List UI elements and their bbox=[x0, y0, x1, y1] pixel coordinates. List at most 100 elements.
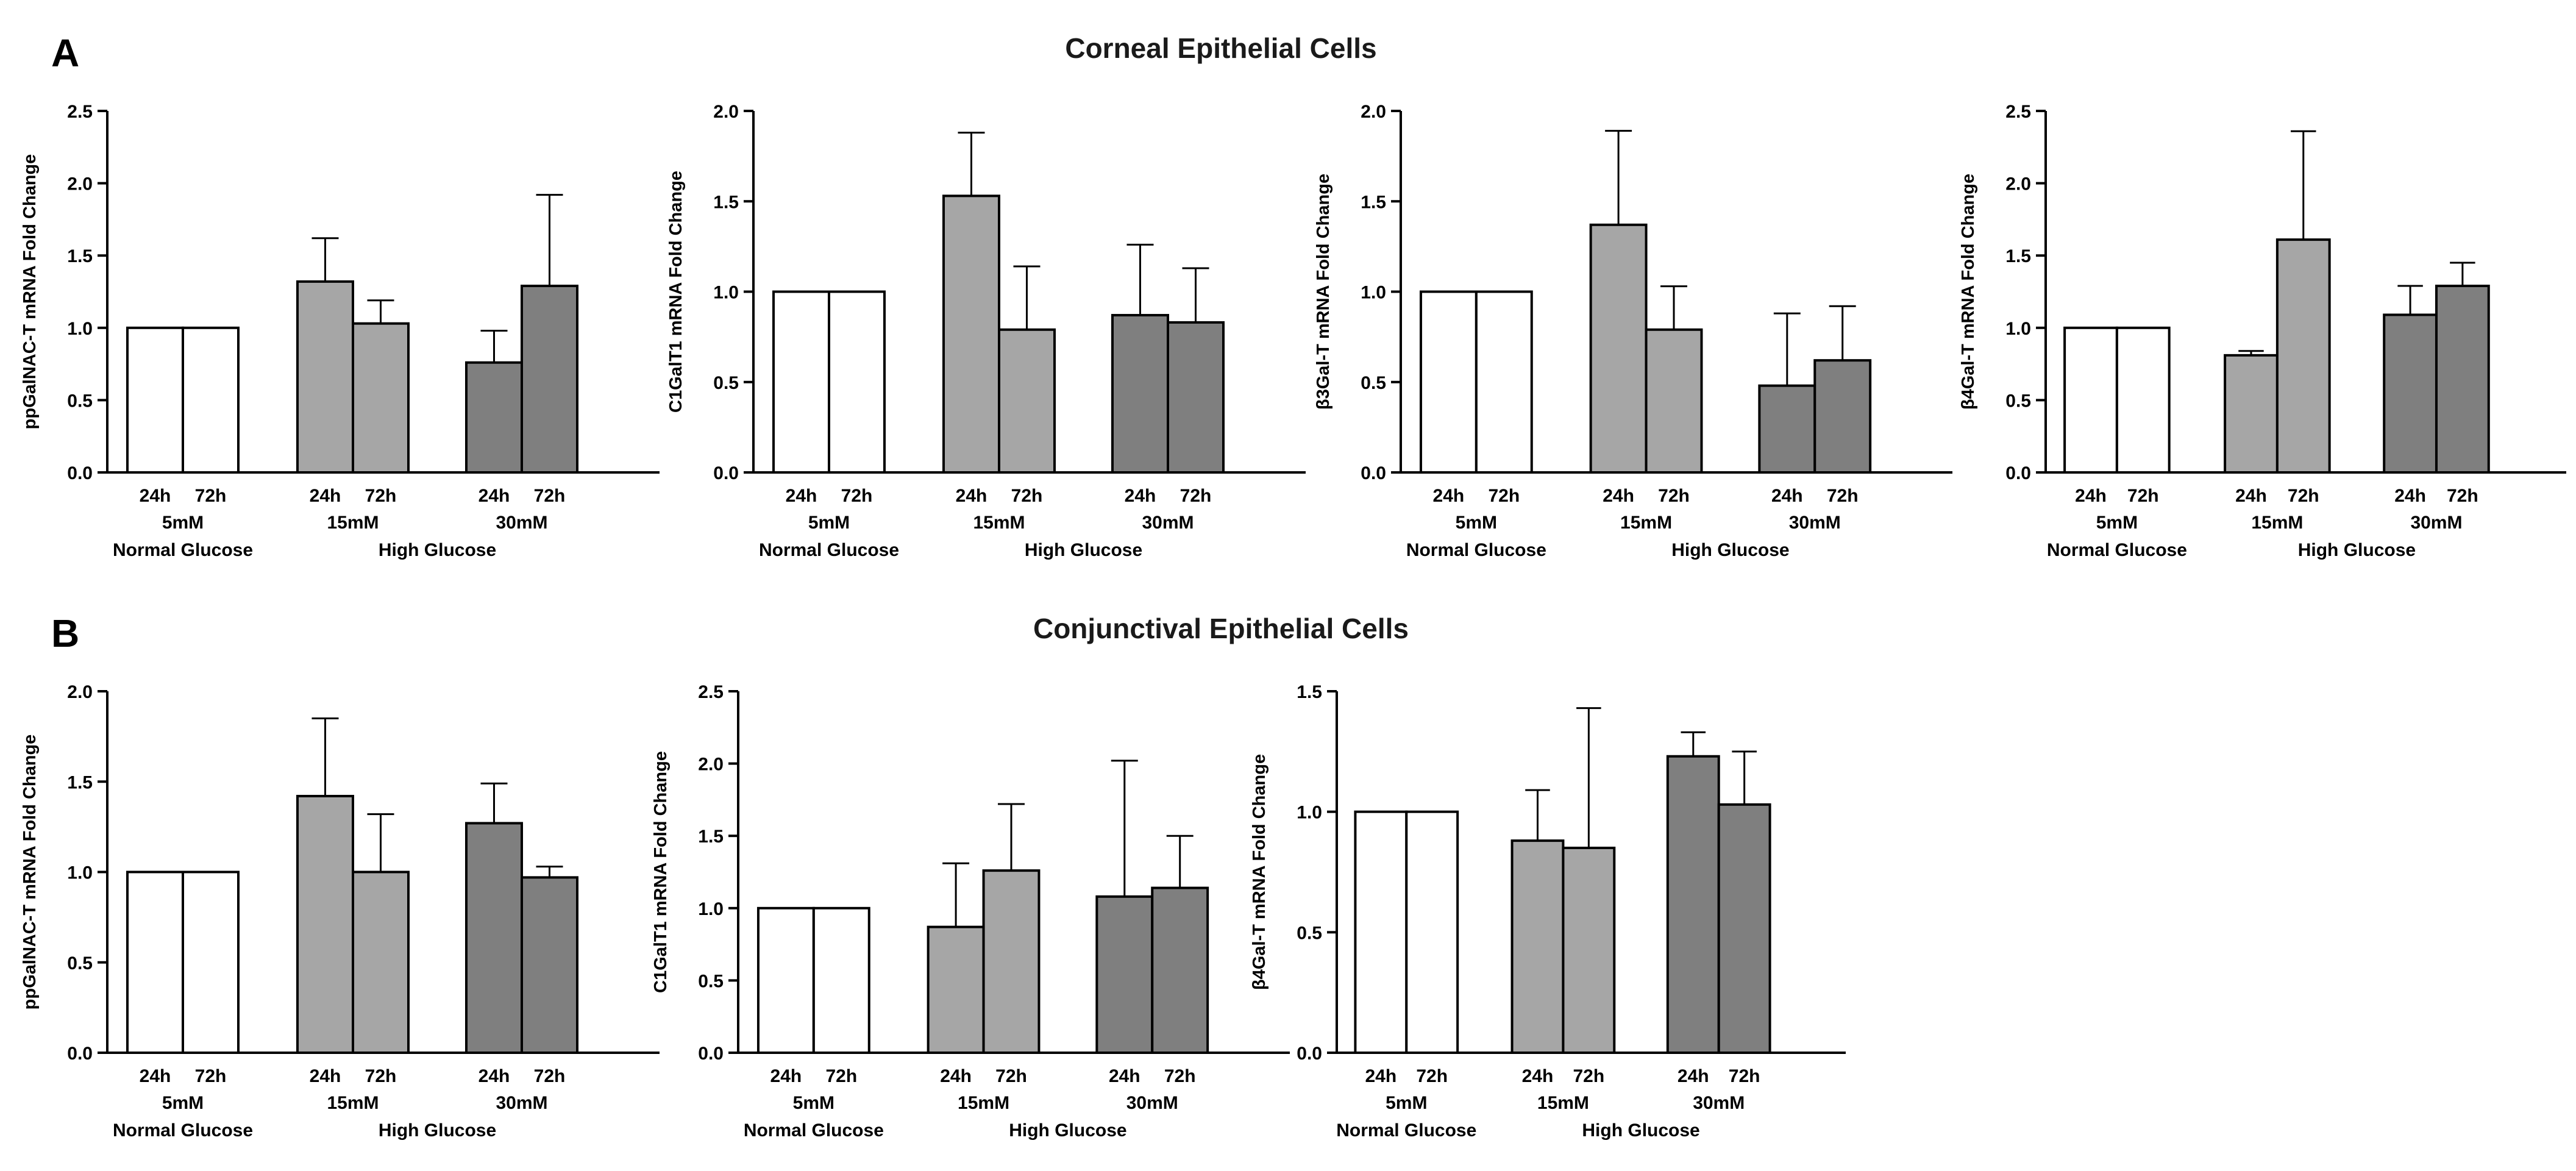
bar bbox=[1405, 810, 1459, 1054]
x-tick-label: 72h bbox=[825, 1066, 857, 1086]
chart-7: 0.0 0.5 1.0 1.5 β4Gal-T mRNA Fold Change 24h 7… bbox=[1250, 682, 1846, 1141]
x-tick-label: 72h bbox=[1011, 486, 1043, 506]
x-tick-label: 24h bbox=[786, 486, 817, 506]
concentration-label: 15mM bbox=[1537, 1093, 1589, 1113]
y-tick-label: 1.0 bbox=[67, 319, 93, 339]
y-tick-label: 0.5 bbox=[698, 971, 724, 991]
group-label-normal: Normal Glucose bbox=[1406, 540, 1546, 560]
concentration-label: 5mM bbox=[808, 513, 850, 533]
bar bbox=[1758, 384, 1816, 474]
y-tick-label: 0.5 bbox=[67, 953, 93, 973]
concentration-label: 5mM bbox=[793, 1093, 834, 1113]
x-tick-label: 24h bbox=[140, 486, 171, 506]
x-tick-label: 72h bbox=[1416, 1066, 1448, 1086]
bar bbox=[772, 290, 830, 474]
concentration-label: 30mM bbox=[496, 1093, 547, 1113]
group-label-normal: Normal Glucose bbox=[113, 1120, 253, 1141]
y-tick-label: 2.5 bbox=[698, 682, 724, 702]
bar bbox=[182, 870, 240, 1054]
y-axis-label: β3Gal-T mRNA Fold Change bbox=[1314, 174, 1333, 410]
x-tick-label: 24h bbox=[479, 486, 510, 506]
bar bbox=[1717, 803, 1771, 1054]
x-tick-label: 24h bbox=[940, 1066, 972, 1086]
x-tick-label: 24h bbox=[2394, 486, 2426, 506]
bar bbox=[828, 290, 886, 474]
y-axis-label: β4Gal-T mRNA Fold Change bbox=[1959, 174, 1978, 410]
concentration-label: 5mM bbox=[2096, 513, 2138, 533]
bar bbox=[182, 326, 240, 474]
x-tick-label: 72h bbox=[365, 486, 397, 506]
concentration-label: 30mM bbox=[1126, 1093, 1178, 1113]
x-tick-label: 72h bbox=[1164, 1066, 1196, 1086]
bar bbox=[1813, 359, 1872, 474]
y-tick-label: 0.5 bbox=[713, 373, 739, 393]
concentration-label: 30mM bbox=[496, 513, 547, 533]
bar bbox=[521, 876, 578, 1055]
panel-letter-b: B bbox=[51, 611, 80, 655]
y-tick-label: 1.0 bbox=[713, 283, 739, 303]
group-label-high: High Glucose bbox=[2298, 540, 2416, 560]
bar bbox=[1111, 314, 1169, 474]
group-label-normal: Normal Glucose bbox=[2047, 540, 2187, 560]
x-tick-label: 24h bbox=[1433, 486, 1465, 506]
bar bbox=[465, 361, 523, 474]
bar bbox=[1510, 839, 1565, 1055]
y-tick-label: 1.5 bbox=[67, 246, 93, 266]
x-tick-label: 24h bbox=[1522, 1066, 1554, 1086]
group-label-high: High Glucose bbox=[1009, 1120, 1126, 1141]
x-tick-label: 24h bbox=[140, 1066, 171, 1086]
bar bbox=[2115, 326, 2171, 474]
y-tick-label: 2.5 bbox=[2005, 102, 2031, 122]
x-tick-label: 72h bbox=[995, 1066, 1027, 1086]
bar bbox=[1645, 328, 1703, 474]
y-tick-label: 0.0 bbox=[698, 1044, 724, 1064]
chart-6: 0.0 0.5 1.0 1.5 2.0 2.5 C1GalT1 mRNA Fold Chan… bbox=[651, 682, 1290, 1141]
x-tick-label: 24h bbox=[1125, 486, 1156, 506]
y-tick-label: 2.5 bbox=[67, 102, 93, 122]
x-tick-label: 72h bbox=[1827, 486, 1859, 506]
y-tick-label: 2.0 bbox=[67, 174, 93, 194]
y-tick-label: 2.0 bbox=[713, 102, 739, 122]
x-tick-label: 72h bbox=[534, 486, 566, 506]
group-label-normal: Normal Glucose bbox=[744, 1120, 884, 1141]
bar bbox=[126, 326, 184, 474]
concentration-label: 5mM bbox=[1386, 1093, 1427, 1113]
bar bbox=[2275, 238, 2331, 474]
bar bbox=[1419, 290, 1478, 474]
bar bbox=[927, 925, 985, 1054]
x-tick-label: 24h bbox=[770, 1066, 802, 1086]
x-tick-label: 72h bbox=[2127, 486, 2159, 506]
group-label-high: High Glucose bbox=[379, 540, 496, 560]
bar bbox=[1589, 223, 1648, 474]
y-tick-label: 0.5 bbox=[1361, 373, 1386, 393]
y-tick-label: 0.0 bbox=[67, 463, 93, 483]
concentration-label: 5mM bbox=[162, 513, 204, 533]
bar bbox=[126, 870, 184, 1054]
panel-title-a: Corneal Epithelial Cells bbox=[1065, 32, 1377, 64]
bar bbox=[1354, 810, 1408, 1054]
y-tick-label: 1.5 bbox=[713, 192, 739, 212]
x-tick-label: 72h bbox=[365, 1066, 397, 1086]
group-label-high: High Glucose bbox=[1025, 540, 1142, 560]
bar bbox=[2063, 326, 2118, 474]
bar bbox=[998, 328, 1056, 474]
y-tick-label: 0.0 bbox=[2005, 463, 2031, 483]
y-tick-label: 1.5 bbox=[1297, 682, 1322, 702]
y-tick-label: 1.0 bbox=[2005, 319, 2031, 339]
x-tick-label: 72h bbox=[534, 1066, 566, 1086]
y-tick-label: 1.0 bbox=[1297, 803, 1322, 823]
x-tick-label: 72h bbox=[1729, 1066, 1760, 1086]
bar bbox=[2435, 285, 2490, 474]
group-label-normal: Normal Glucose bbox=[1336, 1120, 1476, 1141]
x-tick-label: 24h bbox=[2235, 486, 2267, 506]
concentration-label: 5mM bbox=[1456, 513, 1497, 533]
y-tick-label: 0.0 bbox=[1297, 1044, 1322, 1064]
bar bbox=[521, 285, 578, 474]
y-tick-label: 0.5 bbox=[1297, 923, 1322, 943]
y-axis-label: C1GalT1 mRNA Fold Change bbox=[651, 751, 671, 993]
panel-title-b: Conjunctival Epithelial Cells bbox=[1033, 613, 1409, 644]
bar bbox=[352, 322, 410, 474]
y-tick-label: 1.5 bbox=[2005, 246, 2031, 266]
y-axis-label: β4Gal-T mRNA Fold Change bbox=[1250, 754, 1269, 990]
